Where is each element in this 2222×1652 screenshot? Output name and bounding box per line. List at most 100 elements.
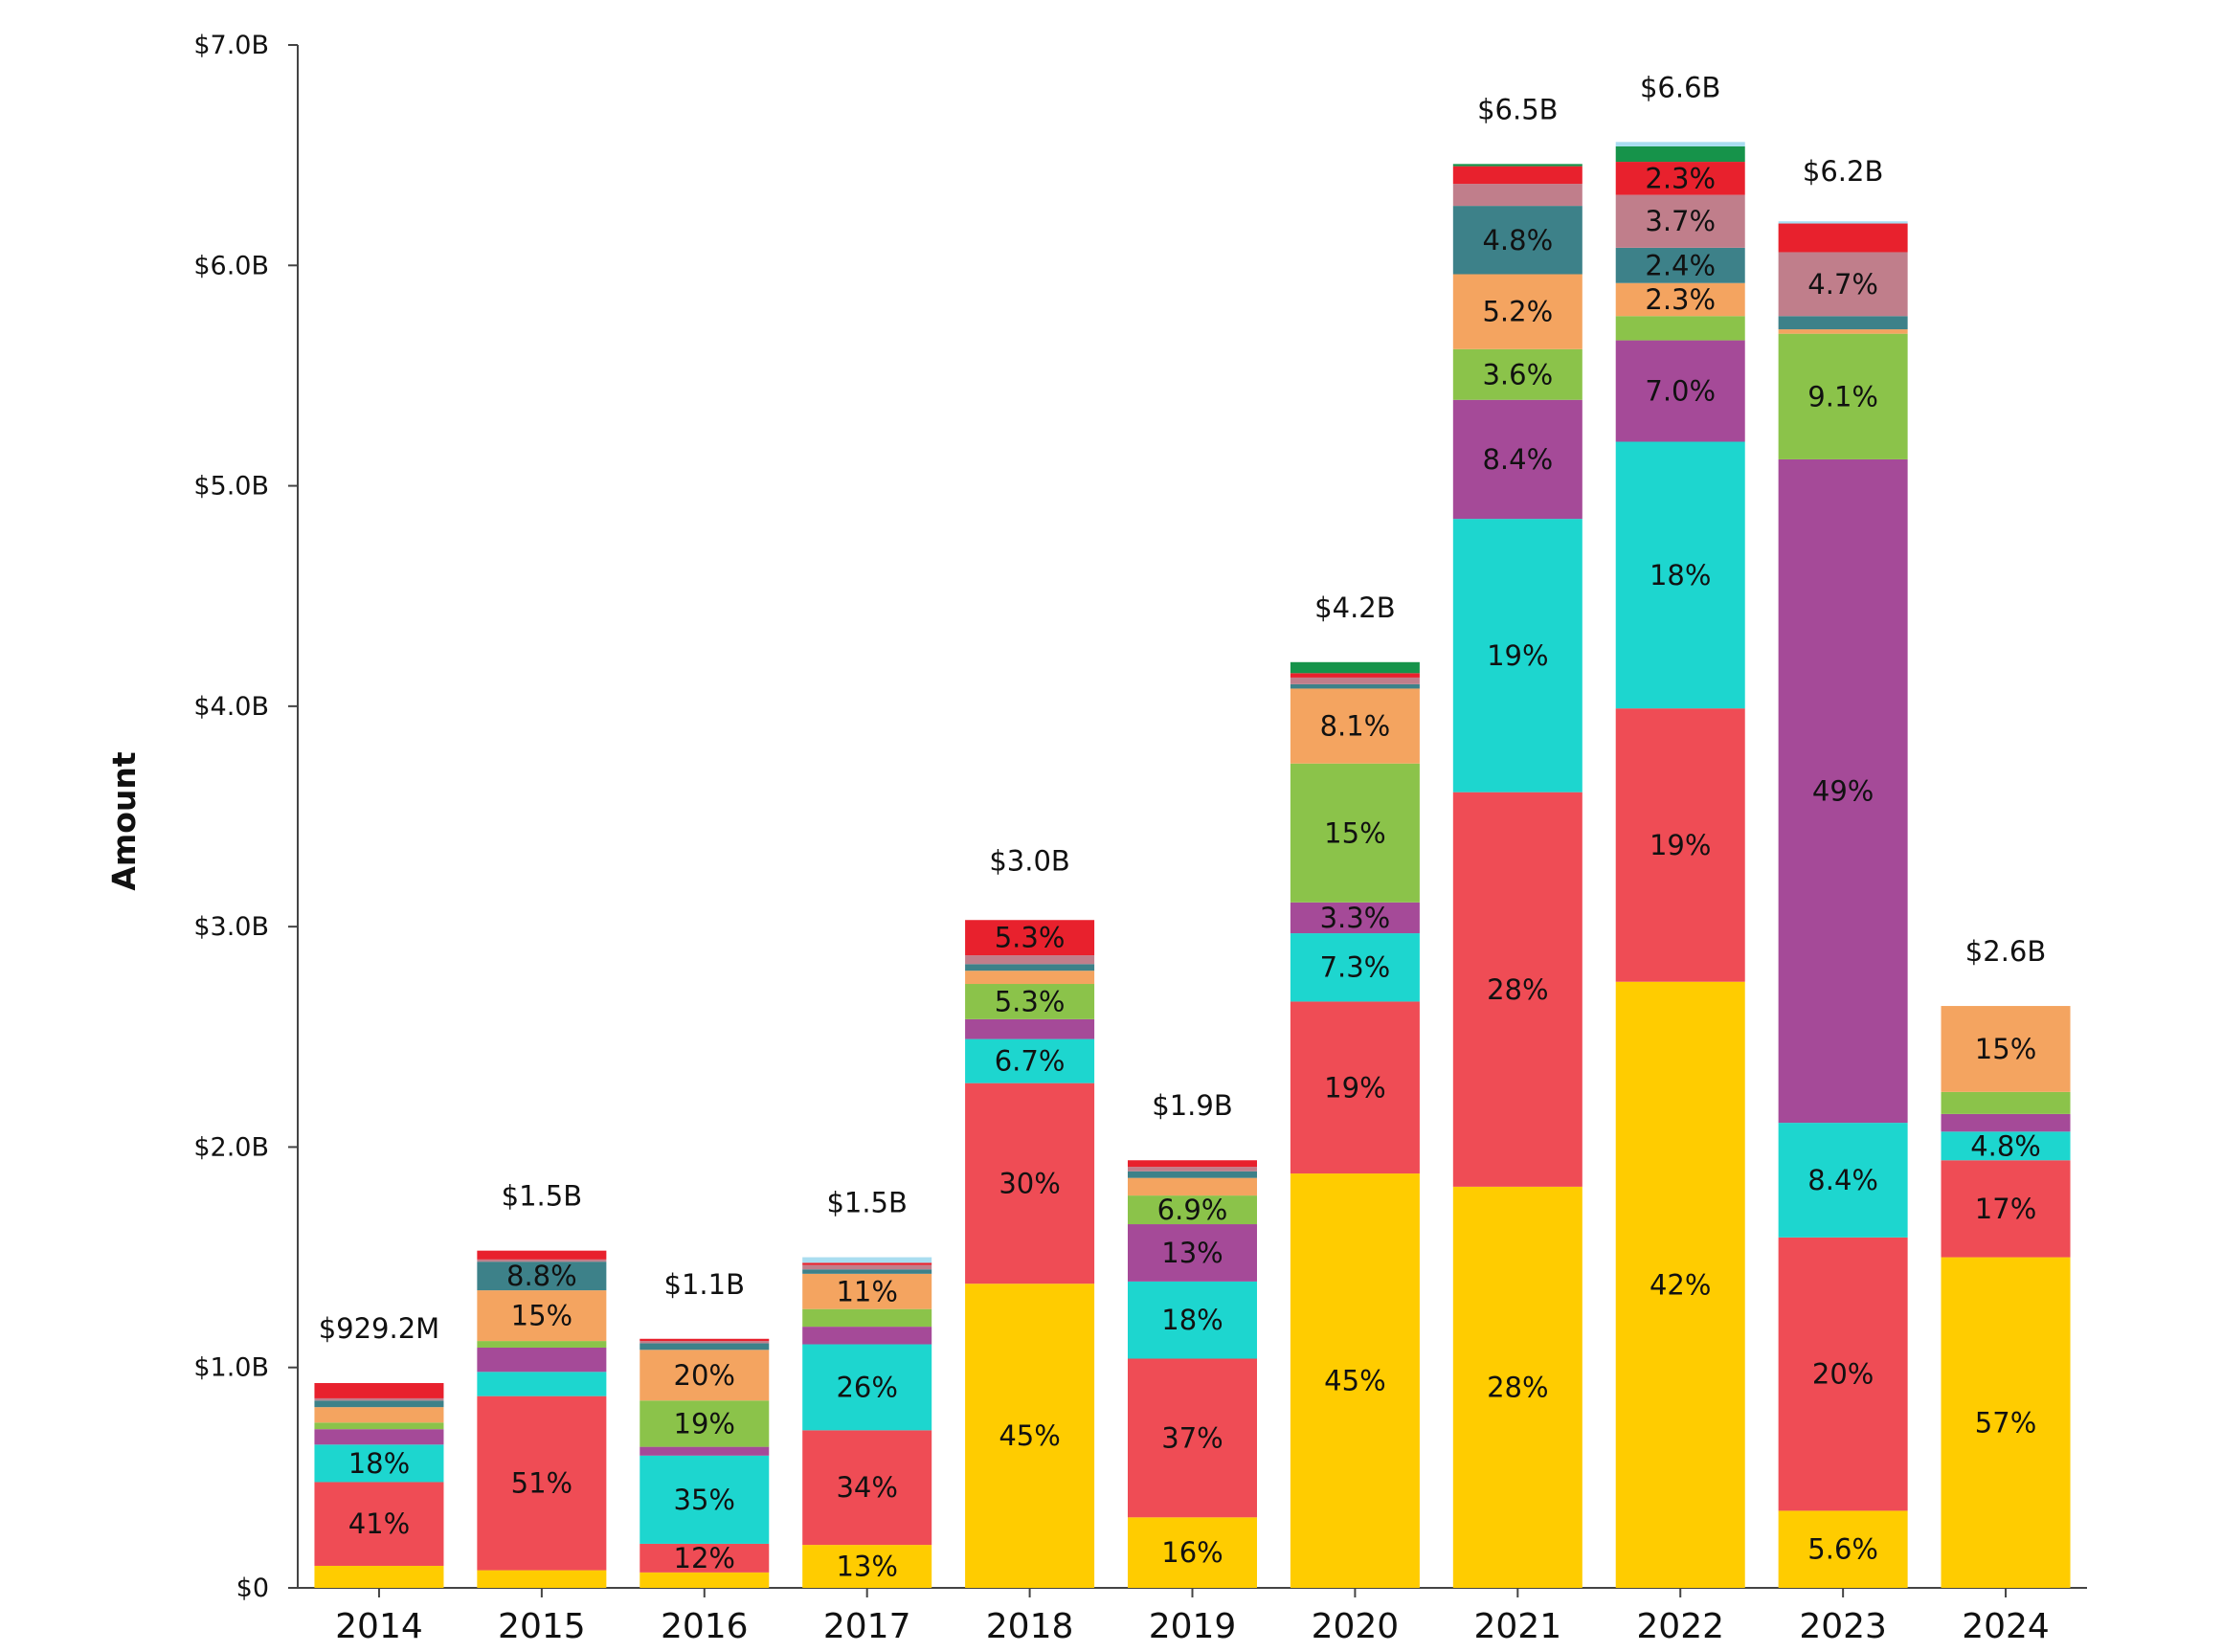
segment-label: 19% bbox=[1650, 829, 1711, 861]
segment-label: 49% bbox=[1812, 775, 1874, 808]
bar-segment bbox=[965, 971, 1095, 985]
bar-segment bbox=[1452, 348, 1582, 400]
segment-label: 45% bbox=[1324, 1365, 1385, 1397]
bar-segment bbox=[965, 1018, 1095, 1039]
bar-segment bbox=[1290, 677, 1420, 684]
bar-segment bbox=[640, 1543, 770, 1573]
segment-label: 5.2% bbox=[1482, 296, 1553, 328]
y-tick-label: $6.0B bbox=[193, 251, 269, 280]
bar-segment bbox=[1128, 1167, 1257, 1172]
y-tick-label: $3.0B bbox=[193, 912, 269, 942]
bar-segment bbox=[1452, 792, 1582, 1187]
y-tick-label: $0 bbox=[236, 1574, 269, 1603]
bar-segment bbox=[1615, 162, 1745, 195]
segment-label: 2.4% bbox=[1645, 249, 1716, 281]
bar-segment bbox=[477, 1372, 607, 1396]
bar-segment bbox=[1615, 316, 1745, 341]
bar-segment bbox=[1128, 1171, 1257, 1178]
segment-label: 41% bbox=[348, 1507, 410, 1540]
bar-segment bbox=[477, 1395, 607, 1571]
segment-label: 34% bbox=[836, 1471, 897, 1504]
segment-label: 5.3% bbox=[995, 985, 1066, 1017]
bar-segment bbox=[1778, 316, 1908, 330]
bar-segment bbox=[314, 1383, 444, 1398]
bar-segment bbox=[314, 1444, 444, 1483]
bar-segment bbox=[802, 1264, 932, 1270]
bar-segment bbox=[1290, 673, 1420, 678]
y-tick-label: $7.0B bbox=[193, 31, 269, 60]
bar-total-label: $2.6B bbox=[1965, 935, 2046, 968]
x-tick-label: 2016 bbox=[661, 1607, 749, 1646]
segment-label: 18% bbox=[1161, 1304, 1223, 1336]
segment-label: 19% bbox=[1324, 1071, 1385, 1104]
bar-total-label: $929.2M bbox=[319, 1312, 440, 1345]
bar-segment bbox=[1615, 708, 1745, 982]
bar-segment bbox=[477, 1570, 607, 1588]
bar-total-label: $1.9B bbox=[1152, 1089, 1232, 1122]
segment-label: 4.8% bbox=[1482, 224, 1553, 257]
segment-label: 19% bbox=[1487, 639, 1548, 672]
segment-label: 16% bbox=[1161, 1536, 1223, 1569]
bar-segment bbox=[314, 1400, 444, 1408]
bar-segment bbox=[1290, 661, 1420, 674]
x-tick-label: 2014 bbox=[335, 1607, 423, 1646]
bar-segment bbox=[1290, 1001, 1420, 1174]
segment-label: 42% bbox=[1650, 1268, 1711, 1301]
bar-segment bbox=[1615, 981, 1745, 1588]
segment-label: 15% bbox=[1975, 1033, 2036, 1065]
bar-segment bbox=[640, 1343, 770, 1351]
bar-segment bbox=[802, 1344, 932, 1431]
segment-label: 18% bbox=[348, 1447, 410, 1480]
segment-label: 30% bbox=[999, 1167, 1060, 1199]
segment-label: 4.8% bbox=[1970, 1129, 2041, 1162]
bar-segment bbox=[1778, 223, 1908, 253]
bar-segment bbox=[1452, 519, 1582, 793]
axes-layer: $0 $1.0B $2.0B $3.0B $4.0B $5.0B $6.0B $7.0B bbox=[193, 31, 2087, 1603]
bar-segment bbox=[965, 1284, 1095, 1588]
labels-layer: 2014 41% 18% $929.2M 2015 51% 15% 8.8% $1.5B 2016… bbox=[319, 71, 2050, 1646]
bar-segment bbox=[1290, 902, 1420, 934]
bar-segment bbox=[477, 1290, 607, 1342]
segment-label: 57% bbox=[1975, 1406, 2036, 1439]
bar-segment bbox=[1452, 274, 1582, 349]
bar-segment bbox=[477, 1341, 607, 1348]
bar-total-label: $6.2B bbox=[1803, 155, 1883, 188]
bar-segment bbox=[1941, 1131, 2071, 1161]
bar-segment bbox=[1290, 688, 1420, 764]
bar-segment bbox=[1452, 166, 1582, 185]
bar-segment bbox=[1778, 333, 1908, 459]
bar-segment bbox=[640, 1350, 770, 1401]
bar-segment bbox=[1452, 1186, 1582, 1588]
bar-total-label: $3.0B bbox=[989, 845, 1069, 878]
y-tick-label: $4.0B bbox=[193, 692, 269, 722]
segment-label: 8.8% bbox=[506, 1260, 577, 1292]
segment-label: 5.6% bbox=[1807, 1533, 1878, 1566]
bar-segment bbox=[1778, 221, 1908, 224]
segment-label: 15% bbox=[511, 1300, 572, 1332]
bar-segment bbox=[1452, 399, 1582, 520]
bar-segment bbox=[965, 920, 1095, 956]
bar-segment bbox=[1778, 1123, 1908, 1238]
y-tick-label: $5.0B bbox=[193, 472, 269, 502]
bar-total-label: $1.1B bbox=[664, 1268, 745, 1301]
bar-segment bbox=[1128, 1177, 1257, 1196]
bars-layer bbox=[314, 142, 2071, 1588]
bar-segment bbox=[965, 1038, 1095, 1083]
segment-label: 2.3% bbox=[1645, 162, 1716, 194]
bar-segment bbox=[1941, 1160, 2071, 1258]
bar-segment bbox=[1290, 933, 1420, 1002]
segment-label: 3.3% bbox=[1320, 902, 1391, 934]
segment-label: 4.7% bbox=[1807, 268, 1878, 301]
segment-label: 20% bbox=[1812, 1358, 1874, 1391]
bar-segment bbox=[802, 1262, 932, 1265]
segment-label: 3.7% bbox=[1645, 205, 1716, 237]
bar-segment bbox=[314, 1397, 444, 1401]
bar-segment bbox=[477, 1250, 607, 1260]
bar-segment bbox=[1778, 252, 1908, 317]
x-tick-label: 2022 bbox=[1636, 1607, 1724, 1646]
segment-label: 12% bbox=[674, 1542, 735, 1574]
x-tick-label: 2020 bbox=[1312, 1607, 1400, 1646]
segment-label: 6.7% bbox=[995, 1045, 1066, 1078]
